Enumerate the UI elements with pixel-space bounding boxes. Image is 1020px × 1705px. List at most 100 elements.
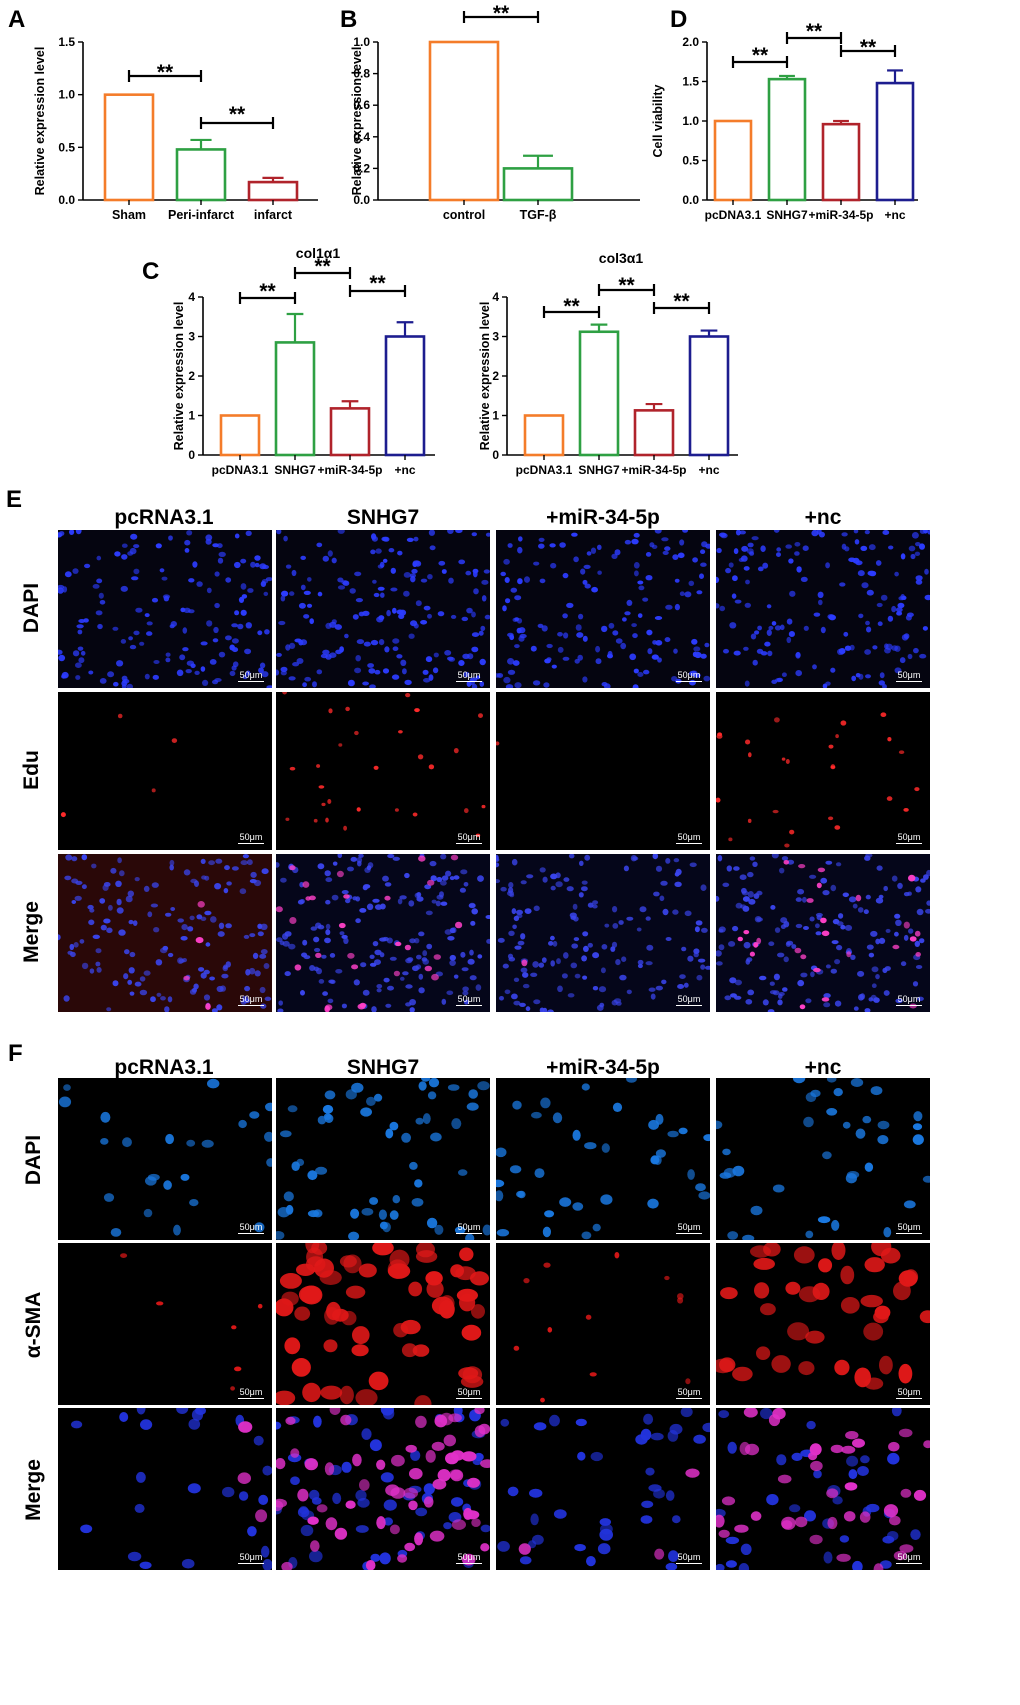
- bar-snhg7: [767, 77, 807, 202]
- cell-image: [282, 692, 486, 837]
- scale-bar-label: 50μm: [677, 1221, 701, 1232]
- micrograph-f-r1-c1: 50μm: [58, 1078, 272, 1240]
- scale-bar-line: [456, 1397, 482, 1399]
- scale-bar-line: [676, 842, 702, 844]
- scale-bar: 50μm: [676, 993, 702, 1006]
- scale-bar: 50μm: [238, 1387, 264, 1399]
- cell-image: [497, 1408, 710, 1570]
- chart-title: col1α1: [296, 245, 341, 261]
- y-axis-label: Cell viability: [651, 84, 665, 157]
- scale-bar-label: 50μm: [457, 1386, 481, 1397]
- f-row-label-2: α-SMA: [22, 1291, 45, 1359]
- micrograph-f-r2-c4: 50μm: [716, 1243, 930, 1405]
- x-tick-label: SNHG7: [766, 208, 808, 222]
- e-col-header-3: +miR-34-5p: [546, 506, 660, 529]
- x-tick-label: pcDNA3.1: [705, 208, 762, 222]
- x-tick-label: SNHG7: [578, 463, 620, 477]
- y-tick-label: 0.2: [353, 161, 370, 175]
- micrograph-f-r1-c3: 50μm: [496, 1078, 710, 1240]
- micrograph-e-r1-c1: 50μm: [58, 530, 272, 688]
- x-tick-label: SNHG7: [274, 463, 316, 477]
- scale-bar-label: 50μm: [677, 993, 701, 1004]
- scale-bar-label: 50μm: [239, 669, 263, 680]
- cell-image: [58, 1078, 272, 1237]
- e-col-header-4: +nc: [804, 506, 842, 529]
- micrograph-e-r2-c2: 50μm: [276, 692, 490, 850]
- significance-label: **: [860, 36, 877, 59]
- scale-bar-line: [676, 1562, 702, 1564]
- chart-title: col3α1: [599, 250, 644, 266]
- bar--mir-34-5p: [633, 409, 675, 457]
- scale-bar-label: 50μm: [677, 1386, 701, 1397]
- cell-image: [71, 1408, 272, 1570]
- f-col-header-2: SNHG7: [346, 1056, 420, 1079]
- x-tick-label: +nc: [698, 463, 719, 477]
- scale-bar-label: 50μm: [239, 1221, 263, 1232]
- y-tick-label: 3: [492, 330, 499, 344]
- scale-bar: 50μm: [676, 670, 702, 682]
- cell-image: [716, 1078, 930, 1240]
- bar--nc: [875, 81, 915, 202]
- cell-image: [276, 1243, 489, 1405]
- significance-label: **: [229, 103, 246, 126]
- significance-label: **: [563, 295, 580, 318]
- f-col-header-4: +nc: [804, 1056, 842, 1079]
- scale-bar-line: [896, 1232, 922, 1234]
- micrograph-e-r3-c2: 50μm: [276, 854, 490, 1012]
- significance-label: **: [369, 272, 386, 295]
- scale-bar-line: [238, 1397, 264, 1399]
- cell-image: [276, 1408, 490, 1570]
- cell-image: [120, 1253, 263, 1391]
- significance-label: **: [157, 61, 174, 84]
- significance-label: **: [806, 20, 823, 43]
- scale-bar-line: [238, 680, 264, 682]
- panel-label-f: F: [8, 1040, 23, 1067]
- panel-label-d: D: [670, 6, 688, 33]
- micrograph-f-r2-c1: 50μm: [58, 1243, 272, 1405]
- scale-bar-line: [676, 680, 702, 682]
- bar-control: [428, 40, 500, 202]
- scale-bar-label: 50μm: [897, 1221, 921, 1232]
- scale-bar-line: [456, 1232, 482, 1234]
- scale-bar-label: 50μm: [897, 669, 921, 680]
- cell-image: [716, 1408, 930, 1570]
- scale-bar-line: [456, 1004, 482, 1006]
- y-tick-label: 1.0: [58, 88, 75, 102]
- scale-bar-line: [456, 680, 482, 682]
- scale-bar: 50μm: [896, 669, 922, 682]
- scale-bar-label: 50μm: [239, 1551, 263, 1562]
- cell-image: [716, 530, 930, 688]
- bar--mir-34-5p: [329, 407, 371, 457]
- micrograph-e-r2-c1: 50μm: [58, 692, 272, 850]
- y-tick-label: 2: [492, 369, 499, 383]
- scale-bar-line: [676, 1004, 702, 1006]
- f-col-header-1: pcRNA3.1: [114, 1056, 214, 1079]
- scale-bar-line: [896, 1397, 922, 1399]
- y-tick-label: 1.5: [682, 75, 699, 89]
- e-row-label-1: DAPI: [20, 582, 43, 634]
- micrograph-e-r1-c3: 50μm: [496, 530, 710, 688]
- y-axis-label: Relative expression level: [33, 47, 47, 196]
- scale-bar: 50μm: [896, 832, 922, 844]
- cell-image: [716, 854, 930, 1012]
- scale-bar-line: [896, 1004, 922, 1006]
- scale-bar: 50μm: [238, 1221, 264, 1234]
- scale-bar-line: [238, 842, 264, 844]
- f-col-header-3: +miR-34-5p: [546, 1056, 660, 1079]
- bar-infarct: [247, 180, 299, 202]
- scale-bar-line: [238, 1232, 264, 1234]
- y-tick-label: 0.0: [682, 193, 699, 207]
- y-tick-label: 4: [188, 290, 195, 304]
- scale-bar: 50μm: [896, 1387, 922, 1399]
- x-tick-label: +nc: [884, 208, 905, 222]
- scale-bar-label: 50μm: [897, 1551, 921, 1562]
- cell-image: [276, 1078, 490, 1240]
- cell-image: [60, 713, 178, 818]
- y-tick-label: 0.5: [58, 140, 75, 154]
- y-axis-label: Relative expression level: [172, 302, 186, 451]
- y-tick-label: 0.0: [353, 193, 370, 207]
- panel-label-c: C: [142, 258, 160, 285]
- bar-snhg7: [578, 330, 620, 457]
